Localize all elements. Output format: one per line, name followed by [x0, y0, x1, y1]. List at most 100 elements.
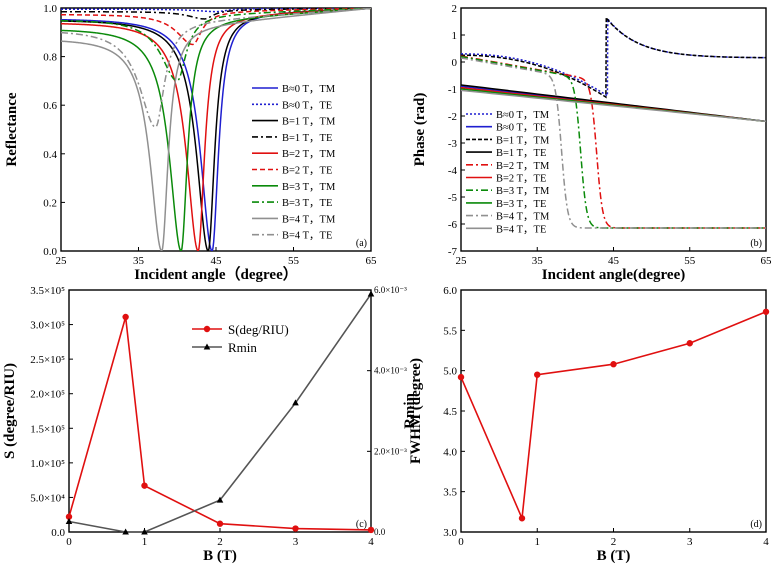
data-point	[122, 313, 129, 321]
x-tick-label: 25	[56, 255, 68, 267]
y-tick-label: -7	[448, 246, 458, 258]
y-tick-label: -6	[448, 219, 458, 231]
plot-frame	[68, 289, 372, 533]
y-axis-label: Reflectance	[4, 92, 20, 166]
legend-label: B≈0 T，TM	[282, 84, 336, 95]
series-line	[61, 8, 371, 251]
y-tick-label: 1.0	[43, 3, 57, 15]
data-point	[292, 399, 299, 406]
y-tick-label: 4.5	[443, 406, 457, 418]
x-tick-label: 3	[293, 536, 299, 548]
legend-label: B=4 T，TM	[496, 212, 550, 223]
panel-c: 0 1 2 3 40.05.0×10⁴1.0×10⁵1.5×10⁵2.0×10⁵2.5×…	[2, 285, 418, 564]
x-tick-label: 35	[133, 255, 145, 267]
y-tick-label: 2.5×10⁵	[30, 354, 65, 366]
legend-label: B=2 T，TE	[496, 174, 546, 185]
x-axis-label: Incident angle(degree)	[542, 267, 685, 283]
series-line	[461, 57, 766, 229]
panel-label: (a)	[356, 238, 367, 249]
legend-label: B=3 T，TM	[496, 186, 550, 197]
y-axis-label: FWHM (degree)	[408, 358, 424, 464]
data-point	[141, 528, 148, 535]
y-tick-label: 3.0	[443, 527, 457, 539]
x-tick-label: 4	[368, 536, 374, 548]
y-right-tick-label: 2.0×10⁻³	[374, 446, 407, 456]
legend-label: B=3 T，TM	[282, 182, 336, 193]
x-tick-label: 55	[684, 255, 696, 267]
y-right-tick-label: 0.0	[374, 527, 386, 537]
y-tick-label: 3.5	[443, 487, 457, 499]
x-tick-label: 1	[535, 536, 541, 548]
y-tick-label: 0.0	[43, 246, 57, 258]
series-line	[61, 8, 371, 46]
series-line	[461, 15, 766, 99]
legend-label: B=3 T，TE	[496, 199, 546, 210]
data-point	[216, 496, 224, 503]
y-tick-label: 0.0	[51, 527, 65, 539]
legend-label: B=2 T，TM	[496, 161, 550, 172]
legend-label: S(deg/RIU)	[228, 322, 289, 337]
data-point	[292, 525, 299, 532]
legend-marker	[203, 343, 211, 350]
data-point	[367, 290, 375, 297]
y-right-tick-label: 4.0×10⁻³	[374, 366, 407, 376]
x-axis-label: B (T)	[597, 548, 631, 564]
x-tick-label: 2	[611, 536, 617, 548]
x-axis-label: Incident angle（degree）	[134, 265, 297, 283]
y-right-tick-label: 6.0×10⁻³	[374, 285, 407, 295]
y-tick-label: 1.5×10⁵	[30, 423, 65, 435]
legend-label: B=4 T，TE	[496, 224, 546, 235]
y-tick-label: -4	[448, 165, 458, 177]
legend-marker	[203, 325, 211, 333]
plot-frame	[460, 289, 767, 533]
data-point	[518, 515, 526, 522]
y-tick-label: -3	[448, 138, 458, 150]
data-point	[610, 361, 617, 368]
y-tick-label: 1	[452, 30, 458, 42]
y-tick-label: 0	[452, 57, 458, 69]
panel-label: (d)	[750, 519, 762, 530]
data-point	[367, 526, 375, 534]
y-tick-label: 6.0	[443, 285, 457, 297]
legend-label: B≈0 T，TE	[496, 123, 546, 134]
y-tick-label: 0.4	[43, 149, 57, 161]
data-point	[762, 308, 770, 315]
legend-label: B=2 T，TM	[282, 149, 336, 160]
x-tick-label: 1	[142, 536, 148, 548]
legend-label: B≈0 T，TM	[496, 110, 550, 121]
legend-label: B=4 T，TE	[282, 231, 332, 242]
legend-label: B=1 T，TM	[496, 135, 550, 146]
y-axis-label: S (degree/RIU)	[2, 363, 18, 459]
x-tick-label: 55	[288, 255, 300, 267]
legend-label: B=1 T，TE	[282, 133, 332, 144]
x-axis-label: B (T)	[203, 548, 237, 564]
y-tick-label: 2.0×10⁵	[30, 389, 65, 401]
y-tick-label: 2	[452, 3, 458, 15]
y-tick-label: -2	[448, 111, 457, 123]
y-tick-label: 5.5	[443, 325, 457, 337]
x-tick-label: 0	[66, 536, 72, 548]
legend-label: B≈0 T，TE	[282, 100, 332, 111]
series-line	[61, 8, 371, 20]
x-tick-label: 65	[366, 255, 378, 267]
legend-label: B=1 T，TM	[282, 117, 336, 128]
y-tick-label: -1	[448, 84, 457, 96]
x-tick-label: 0	[458, 536, 464, 548]
y-tick-label: -5	[448, 192, 458, 204]
data-point	[457, 373, 465, 381]
panel-d: 0 1 2 3 4 3.0 3.5 4.0 4.5 5.0 5.5 6.0 B (T) FWHM (deg…	[408, 285, 769, 564]
data-point	[686, 340, 693, 347]
y-tick-label: 0.8	[43, 52, 57, 64]
series-line	[68, 316, 372, 531]
data-point	[534, 371, 541, 378]
x-tick-label: 45	[608, 255, 620, 267]
x-tick-label: 3	[687, 536, 693, 548]
y-tick-label: 0.2	[43, 197, 57, 209]
data-point	[141, 482, 148, 489]
panel-a: 25 35 45 55 65 0.0 0.2 0.4 0.6 0.8 1.0 Incident ang…	[4, 3, 377, 283]
series-line	[461, 89, 766, 123]
x-tick-label: 45	[211, 255, 223, 267]
y-tick-label: 0.6	[43, 100, 57, 112]
panel-b: 25 35 45 55 65 -7 -6 -5 -4 -3 -2 -1 0 1 2 Incident angl…	[412, 3, 772, 283]
legend-label: B=1 T，TE	[496, 148, 546, 159]
